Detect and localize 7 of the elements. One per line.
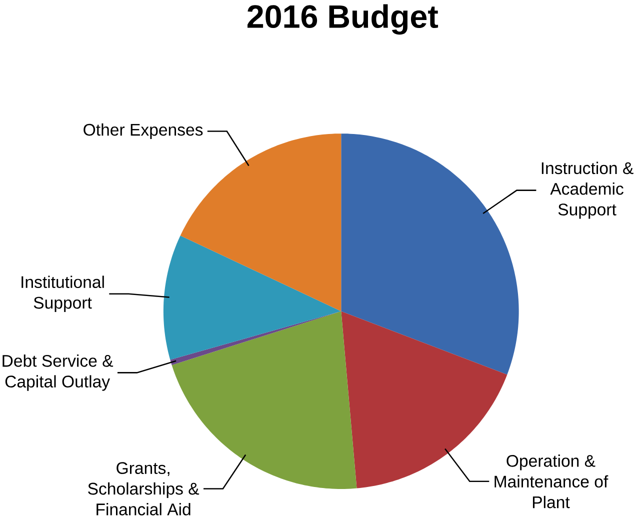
slice-label: Institutional Support [22,276,104,312]
slice-label: Instruction & Academic Support [542,162,634,219]
slice-label: Grants, Scholarships & Financial Aid [88,462,200,516]
slice-label: Operation & Maintenance of Plant [494,454,608,508]
chart-title: 2016 Budget [247,4,438,35]
slice-label: Other Expenses [84,124,203,140]
slice-label: Debt Service & Capital Outlay [2,354,114,392]
